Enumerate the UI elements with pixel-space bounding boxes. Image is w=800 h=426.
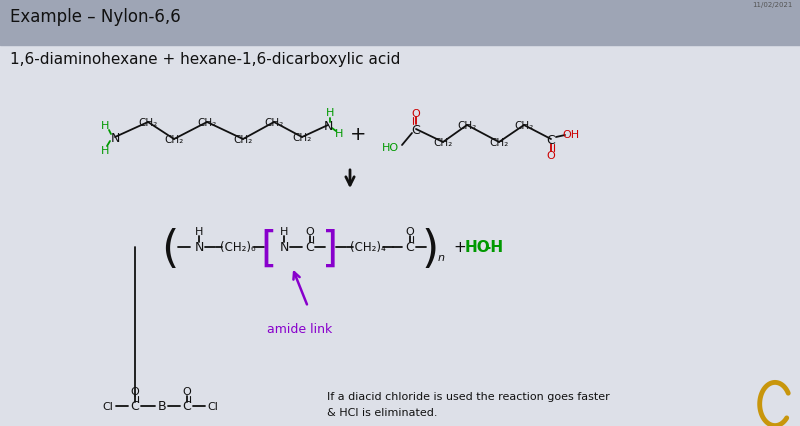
Text: +: + (350, 125, 366, 144)
Text: C: C (306, 241, 314, 254)
Text: C: C (406, 241, 414, 254)
Text: CH₂: CH₂ (264, 118, 284, 128)
Text: H: H (101, 146, 109, 155)
Text: HO: HO (465, 240, 491, 255)
Text: If a diacid chloride is used the reaction goes faster: If a diacid chloride is used the reactio… (327, 391, 610, 401)
Text: OH: OH (562, 130, 579, 140)
Text: N: N (323, 119, 333, 132)
Text: 1,6-diaminohexane + hexane-1,6-dicarboxylic acid: 1,6-diaminohexane + hexane-1,6-dicarboxy… (10, 52, 400, 67)
Text: CH₂: CH₂ (458, 121, 477, 131)
Text: CH₂: CH₂ (198, 118, 217, 128)
Text: amide link: amide link (267, 323, 333, 336)
Bar (0, 0, 800, 46)
Text: Cl: Cl (207, 401, 218, 411)
Text: +: + (454, 240, 466, 255)
Text: CH₂: CH₂ (234, 135, 253, 145)
Text: ]: ] (322, 228, 338, 271)
Text: O: O (182, 386, 191, 396)
Text: O: O (406, 227, 414, 236)
Text: 11/02/2021: 11/02/2021 (753, 2, 793, 8)
Text: H: H (335, 129, 343, 139)
Text: ): ) (422, 228, 438, 271)
Text: C: C (130, 400, 139, 412)
Text: CH₂: CH₂ (164, 135, 184, 145)
Text: O: O (130, 386, 139, 396)
Text: C: C (182, 400, 191, 412)
Text: n: n (438, 253, 445, 262)
Text: H: H (101, 121, 109, 131)
Text: B: B (158, 400, 166, 412)
Text: Cl: Cl (102, 401, 114, 411)
Text: H: H (326, 108, 334, 118)
Text: CH₂: CH₂ (434, 138, 453, 148)
Text: N: N (194, 241, 204, 254)
Text: C: C (412, 123, 420, 136)
Text: O: O (412, 109, 420, 119)
Text: & HCl is eliminated.: & HCl is eliminated. (327, 407, 438, 417)
Text: H: H (280, 227, 288, 236)
Text: N: N (279, 241, 289, 254)
Text: N: N (110, 131, 120, 144)
Text: O: O (306, 227, 314, 236)
Text: O: O (546, 151, 555, 161)
Text: CH₂: CH₂ (138, 118, 158, 128)
Text: CH₂: CH₂ (514, 121, 534, 131)
Text: H: H (195, 227, 203, 236)
Text: (: ( (162, 228, 178, 271)
Text: HO: HO (382, 143, 398, 153)
Text: (CH₂)₆: (CH₂)₆ (220, 241, 256, 254)
Text: C: C (546, 133, 555, 146)
Text: CH₂: CH₂ (490, 138, 509, 148)
Text: Example – Nylon-6,6: Example – Nylon-6,6 (10, 8, 181, 26)
Text: CH₂: CH₂ (292, 132, 312, 143)
Text: [: [ (260, 228, 276, 271)
Text: (CH₂)₄: (CH₂)₄ (350, 241, 386, 254)
Text: -H: -H (485, 240, 503, 255)
